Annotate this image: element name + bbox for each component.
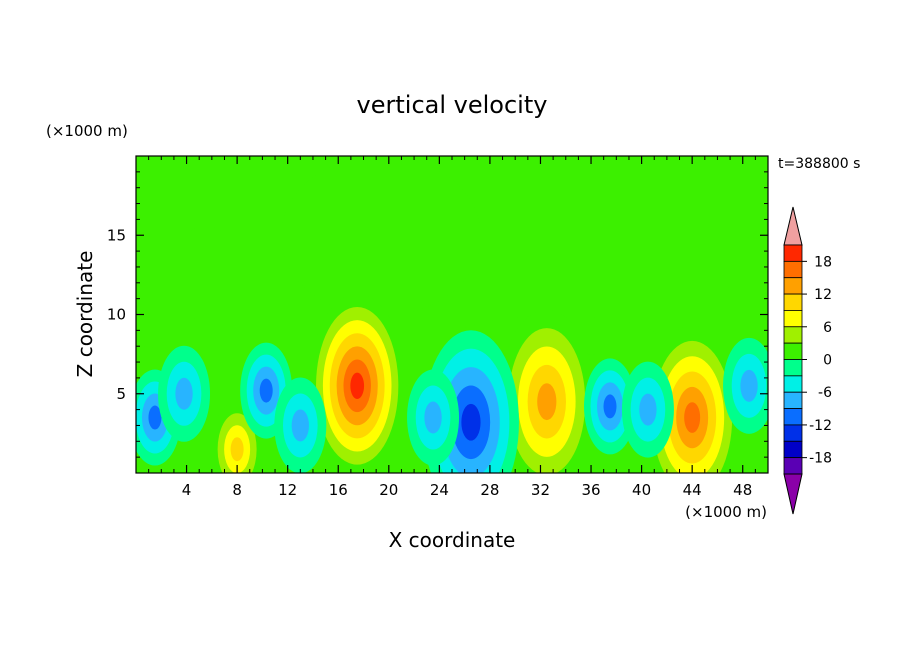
x-tick-label: 20 <box>379 481 398 499</box>
contour-field <box>136 156 768 473</box>
colorbar-box <box>783 440 803 459</box>
x-tick-label: 36 <box>581 481 600 499</box>
colorbar-min-arrow <box>783 473 803 515</box>
y-axis-unit: (×1000 m) <box>46 122 128 140</box>
colorbar-box <box>783 277 803 295</box>
x-tick-label: 40 <box>632 481 651 499</box>
colorbar: 18 12 6 0 -6 -12 -18 <box>783 206 832 515</box>
contour-band-0-6 <box>350 372 365 399</box>
contour-band-4-4 <box>461 403 481 441</box>
contour-band-11-2 <box>291 409 309 442</box>
x-tick-label: 48 <box>733 481 752 499</box>
colorbar-box <box>783 408 803 426</box>
x-tick-label: 8 <box>232 481 242 499</box>
x-tick-label: 16 <box>329 481 348 499</box>
colorbar-box <box>783 244 803 262</box>
colorbar-box <box>783 359 803 377</box>
weak-updraft-region <box>171 226 241 321</box>
x-tick-label: 12 <box>278 481 297 499</box>
colorbar-tick-label: 12 <box>814 287 832 303</box>
colorbar-tick-label: -6 <box>818 385 832 401</box>
time-label: t=388800 s <box>778 156 860 172</box>
x-tick-label: 4 <box>182 481 192 499</box>
y-tick-label: 10 <box>107 306 126 324</box>
contour-band-3-3 <box>230 437 244 462</box>
colorbar-tick-label: 6 <box>823 320 832 336</box>
colorbar-box <box>783 326 803 344</box>
contour-band-12-2 <box>639 393 657 426</box>
contour-band-1-4 <box>537 383 557 421</box>
colorbar-box <box>783 260 803 279</box>
x-tick-label: 32 <box>531 481 550 499</box>
y-tick-label: 5 <box>116 385 126 403</box>
colorbar-box <box>783 293 803 311</box>
contour-band-2-5 <box>684 402 701 433</box>
colorbar-box <box>783 391 803 409</box>
contour-band-10-2 <box>175 377 193 410</box>
weak-updraft-region <box>281 156 481 316</box>
colorbar-tick-label: 0 <box>823 353 832 369</box>
x-tick-label: 44 <box>683 481 702 499</box>
x-axis-label: X coordinate <box>389 528 516 552</box>
colorbar-tick-label: -18 <box>809 451 832 467</box>
colorbar-box <box>783 310 803 328</box>
contour-band-5-3 <box>148 405 162 430</box>
x-tick-label: 28 <box>480 481 499 499</box>
colorbar-max-arrow <box>783 206 803 246</box>
colorbar-tick-label: 18 <box>814 254 832 270</box>
chart-title: vertical velocity <box>357 91 548 119</box>
x-axis-unit: (×1000 m) <box>685 503 767 521</box>
colorbar-tick-label: -12 <box>809 418 832 434</box>
x-tick-label: 24 <box>430 481 449 499</box>
colorbar-box <box>783 457 803 475</box>
contour-band-9-2 <box>424 401 442 434</box>
colorbar-box <box>783 375 803 393</box>
contour-band-8-2 <box>740 369 758 402</box>
y-axis-label: Z coordinate <box>73 251 97 378</box>
contour-band-7-3 <box>603 394 617 419</box>
contour-band-6-3 <box>259 378 273 403</box>
colorbar-box <box>783 342 803 360</box>
colorbar-box <box>783 424 803 442</box>
y-tick-label: 15 <box>107 226 126 244</box>
